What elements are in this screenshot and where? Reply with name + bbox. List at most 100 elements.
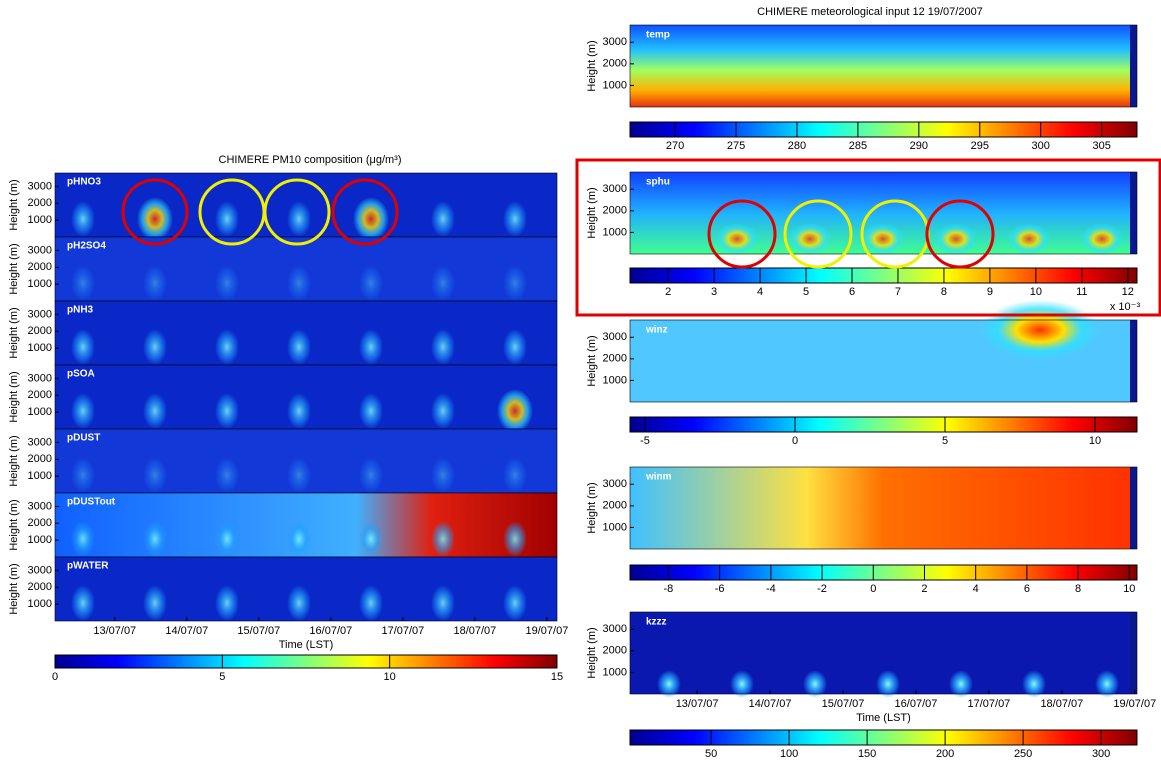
heatmap-blob <box>431 201 455 237</box>
colorbar-tick-label: 10 <box>1089 435 1101 447</box>
panel-label: pNH3 <box>67 305 94 316</box>
colorbar-tick-label: 100 <box>780 748 798 760</box>
heatmap-blob <box>715 223 759 255</box>
x-axis-label: Time (LST) <box>856 712 911 724</box>
y-tick-label: 3000 <box>28 564 52 576</box>
heatmap-blob <box>431 521 455 557</box>
colorbar-tick-label: 0 <box>870 583 876 595</box>
heatmap <box>630 467 1137 549</box>
y-tick-label: 3000 <box>28 372 52 384</box>
heatmap-blob <box>215 201 239 237</box>
colorbar-tick-label: 10 <box>384 671 396 683</box>
heatmap-blob <box>215 329 239 365</box>
heatmap-blob <box>1080 223 1124 255</box>
heatmap-blob <box>431 393 455 429</box>
heatmap-blob <box>71 201 95 237</box>
heatmap-panel <box>54 172 558 241</box>
heatmap-blob <box>949 670 973 698</box>
panel-label: temp <box>646 30 670 41</box>
colorbar-tick-label: 300 <box>1032 140 1050 152</box>
heatmap-blob <box>497 389 533 433</box>
y-tick-label: 2000 <box>28 197 52 209</box>
colorbar-edge <box>1130 320 1137 402</box>
heatmap-blob <box>71 329 95 365</box>
colorbar-tick-label: 8 <box>1075 583 1081 595</box>
heatmap-panel <box>629 24 1138 108</box>
y-axis-label: Height (m) <box>8 499 20 550</box>
heatmap-blob <box>431 265 455 301</box>
heatmap-blob <box>503 201 527 237</box>
heatmap-panel <box>54 492 558 558</box>
colorbar-tick-label: 7 <box>895 286 901 298</box>
heatmap-blob <box>431 585 455 621</box>
y-tick-label: 2000 <box>603 58 627 70</box>
y-tick-label: 1000 <box>603 374 627 386</box>
panel-frame <box>629 171 1138 255</box>
y-axis-label: Height (m) <box>8 435 20 486</box>
heatmap-blob <box>215 265 239 301</box>
heatmap-blob <box>359 521 383 557</box>
heatmap-panel <box>54 556 558 622</box>
y-tick-label: 2000 <box>28 325 52 337</box>
heatmap-blob <box>143 457 167 493</box>
heatmap-blob <box>503 457 527 493</box>
heatmap-blob <box>287 265 311 301</box>
colorbar-scale-label: x 10⁻³ <box>1110 301 1141 313</box>
colorbar-tick-label: 12 <box>1122 286 1134 298</box>
heatmap-blob <box>503 585 527 621</box>
x-tick-label: 13/07/07 <box>93 625 136 637</box>
panel-frame <box>629 466 1138 550</box>
y-tick-label: 1000 <box>603 79 627 91</box>
colorbar-tick-label: 50 <box>705 748 717 760</box>
heatmap-blob <box>143 393 167 429</box>
colorbar-edge <box>1130 25 1137 107</box>
highlight-box <box>575 158 1161 317</box>
colorbar-tick-label: 4 <box>973 583 979 595</box>
heatmap-blob <box>788 223 832 255</box>
panel-frame <box>629 611 1138 695</box>
heatmap-blob <box>71 457 95 493</box>
heatmap-blob <box>431 457 455 493</box>
annotation-circles <box>121 178 995 269</box>
heatmap-blob <box>71 393 95 429</box>
colorbar-edge <box>1130 612 1137 694</box>
y-tick-label: 1000 <box>603 666 627 678</box>
colorbar-tick-label: 250 <box>1014 748 1032 760</box>
y-tick-label: 3000 <box>28 244 52 256</box>
heatmap-blob <box>730 670 754 698</box>
y-tick-label: 3000 <box>28 436 52 448</box>
y-tick-label: 3000 <box>603 623 627 635</box>
y-axis-label: Height (m) <box>8 563 20 614</box>
y-tick-label: 1000 <box>603 226 627 238</box>
colorbar-tick-label: 15 <box>551 671 563 683</box>
colorbar-tick-label: -6 <box>715 583 725 595</box>
colorbar-tick-label: 9 <box>987 286 993 298</box>
heatmap-blob <box>143 585 167 621</box>
panel-label: winz <box>645 325 668 336</box>
heatmap <box>630 25 1137 107</box>
colorbar-tick-label: 2 <box>921 583 927 595</box>
heatmap-panel <box>629 466 1138 550</box>
colorbar-edge <box>1130 467 1137 549</box>
y-tick-label: 3000 <box>28 500 52 512</box>
panel-frame <box>629 319 1138 403</box>
y-tick-label: 2000 <box>603 500 627 512</box>
colorbar-tick-label: 0 <box>52 671 58 683</box>
heatmap-blob <box>287 521 311 557</box>
y-axis-label: Height (m) <box>8 179 20 230</box>
colorbar-tick-label: 285 <box>849 140 867 152</box>
heatmap-blob <box>143 265 167 301</box>
heatmap-blob <box>287 201 311 237</box>
colorbar-edge <box>1130 172 1137 254</box>
colorbar-tick-label: 150 <box>858 748 876 760</box>
x-tick-label: 16/07/07 <box>895 698 938 710</box>
panel-frame <box>629 24 1138 108</box>
heatmap-blob <box>143 521 167 557</box>
panel-label: kzzz <box>646 617 667 628</box>
x-tick-label: 16/07/07 <box>309 625 352 637</box>
left-title: CHIMERE PM10 composition (μg/m³) <box>219 154 402 166</box>
heatmap-blob <box>503 521 527 557</box>
y-axis-label: Height (m) <box>8 307 20 358</box>
y-tick-label: 1000 <box>28 470 52 482</box>
x-tick-label: 17/07/07 <box>381 625 424 637</box>
